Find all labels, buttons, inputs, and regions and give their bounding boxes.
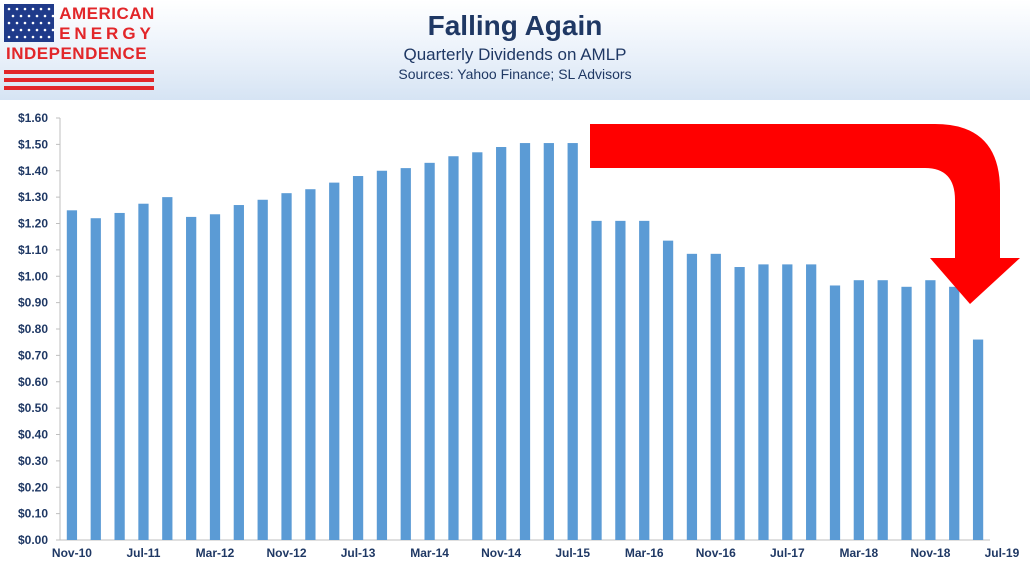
bar bbox=[949, 286, 960, 540]
x-tick-label: Mar-18 bbox=[840, 546, 879, 560]
page-title: Falling Again bbox=[427, 10, 603, 41]
header-banner: AMERICAN ENERGY INDEPENDENCE Falling Aga… bbox=[0, 0, 1030, 100]
bar bbox=[305, 189, 316, 540]
x-tick-label: Jul-15 bbox=[555, 546, 590, 560]
bar bbox=[972, 339, 984, 540]
bar bbox=[758, 264, 769, 540]
bar bbox=[686, 253, 698, 541]
x-tick-label: Nov-12 bbox=[267, 546, 307, 560]
y-tick-label: $1.50 bbox=[18, 137, 48, 151]
y-tick-label: $0.00 bbox=[18, 533, 48, 547]
x-tick-label: Nov-10 bbox=[52, 546, 92, 560]
brand-line-3: INDEPENDENCE bbox=[6, 44, 148, 63]
bar bbox=[400, 168, 411, 541]
y-tick-label: $1.00 bbox=[18, 269, 48, 283]
us-flag-icon bbox=[4, 4, 154, 90]
dividend-bar-chart: $0.00 $0.10 $0.20 $0.30 $0.40 $0.50 $0.60 $0.70… bbox=[18, 111, 1020, 560]
bar bbox=[591, 220, 602, 541]
x-tick-label: Jul-17 bbox=[770, 546, 805, 560]
x-tick-label: Nov-16 bbox=[696, 546, 736, 560]
bar bbox=[90, 218, 101, 540]
trend-down-arrow-icon bbox=[590, 124, 1020, 304]
bar bbox=[567, 143, 578, 540]
bar bbox=[448, 156, 459, 540]
bar bbox=[782, 264, 793, 540]
y-tick-label: $1.60 bbox=[18, 111, 48, 125]
bar bbox=[424, 162, 435, 540]
bar bbox=[901, 286, 912, 540]
y-tick-label: $1.30 bbox=[18, 190, 48, 204]
bar bbox=[925, 280, 936, 540]
bar bbox=[829, 285, 841, 540]
x-tick-label: Mar-14 bbox=[410, 546, 449, 560]
y-tick-label: $0.90 bbox=[18, 296, 48, 310]
bar bbox=[114, 212, 125, 540]
y-tick-label: $0.60 bbox=[18, 375, 48, 389]
bar bbox=[639, 220, 650, 541]
x-tick-label: Jul-19 bbox=[985, 546, 1020, 560]
y-tick-label: $0.20 bbox=[18, 480, 48, 494]
y-tick-label: $0.10 bbox=[18, 507, 48, 521]
bar bbox=[472, 152, 483, 540]
source-note: Sources: Yahoo Finance; SL Advisors bbox=[398, 66, 632, 82]
bar bbox=[662, 240, 674, 541]
bar bbox=[543, 143, 554, 540]
bar bbox=[138, 203, 149, 540]
y-tick-label: $0.70 bbox=[18, 348, 48, 362]
y-tick-label: $0.50 bbox=[18, 401, 48, 415]
bar bbox=[877, 280, 888, 540]
bar bbox=[281, 193, 292, 540]
bar bbox=[376, 170, 388, 540]
bar bbox=[352, 176, 364, 540]
x-tick-label: Jul-11 bbox=[126, 546, 160, 560]
bar bbox=[734, 267, 745, 540]
brand-line-1: AMERICAN bbox=[59, 4, 155, 23]
y-tick-label: $1.10 bbox=[18, 243, 48, 257]
y-tick-label: $0.40 bbox=[18, 428, 48, 442]
bar bbox=[66, 210, 78, 540]
bar bbox=[209, 214, 221, 541]
page-subtitle: Quarterly Dividends on AMLP bbox=[403, 45, 627, 64]
bar bbox=[806, 264, 817, 540]
bar bbox=[519, 143, 531, 540]
bar bbox=[615, 220, 626, 541]
brand-line-2: ENERGY bbox=[59, 24, 155, 43]
x-tick-label: Mar-12 bbox=[196, 546, 235, 560]
bar bbox=[710, 253, 721, 541]
y-tick-label: $1.40 bbox=[18, 164, 48, 178]
bar bbox=[257, 199, 268, 540]
bar bbox=[162, 197, 173, 540]
bar bbox=[853, 280, 864, 540]
bar bbox=[329, 182, 340, 540]
bar bbox=[186, 216, 197, 540]
y-tick-label: $1.20 bbox=[18, 217, 48, 231]
x-tick-label: Nov-14 bbox=[481, 546, 521, 560]
bar bbox=[496, 147, 507, 540]
y-tick-label: $0.30 bbox=[18, 454, 48, 468]
brand-logo: AMERICAN ENERGY bbox=[58, 4, 156, 44]
y-tick-label: $0.80 bbox=[18, 322, 48, 336]
bar bbox=[233, 205, 244, 540]
x-tick-label: Jul-13 bbox=[341, 546, 376, 560]
x-tick-label: Nov-18 bbox=[910, 546, 950, 560]
x-tick-label: Mar-16 bbox=[625, 546, 664, 560]
